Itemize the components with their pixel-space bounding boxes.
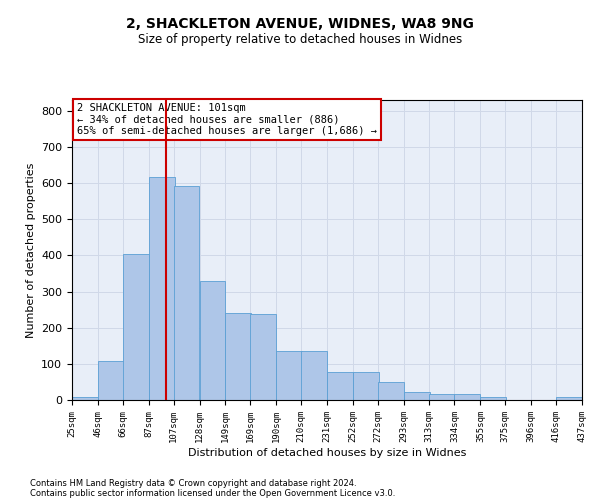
Text: 2, SHACKLETON AVENUE, WIDNES, WA8 9NG: 2, SHACKLETON AVENUE, WIDNES, WA8 9NG bbox=[126, 18, 474, 32]
X-axis label: Distribution of detached houses by size in Widnes: Distribution of detached houses by size … bbox=[188, 448, 466, 458]
Bar bbox=[149, 178, 175, 400]
Bar bbox=[455, 394, 481, 400]
Bar bbox=[481, 397, 506, 400]
Bar bbox=[353, 372, 379, 400]
Y-axis label: Number of detached properties: Number of detached properties bbox=[26, 162, 35, 338]
Bar bbox=[226, 314, 251, 400]
Bar bbox=[98, 362, 124, 400]
Text: Size of property relative to detached houses in Widnes: Size of property relative to detached ho… bbox=[138, 32, 462, 46]
Bar bbox=[378, 382, 404, 400]
Bar bbox=[428, 394, 455, 400]
Bar bbox=[250, 314, 276, 400]
Bar bbox=[327, 372, 353, 400]
Text: Contains public sector information licensed under the Open Government Licence v3: Contains public sector information licen… bbox=[30, 488, 395, 498]
Bar bbox=[404, 392, 430, 400]
Bar bbox=[199, 280, 226, 400]
Bar bbox=[173, 186, 199, 400]
Bar bbox=[301, 351, 327, 400]
Text: 2 SHACKLETON AVENUE: 101sqm
← 34% of detached houses are smaller (886)
65% of se: 2 SHACKLETON AVENUE: 101sqm ← 34% of det… bbox=[77, 103, 377, 136]
Bar bbox=[276, 351, 302, 400]
Bar bbox=[72, 397, 98, 400]
Bar bbox=[123, 254, 149, 400]
Text: Contains HM Land Registry data © Crown copyright and database right 2024.: Contains HM Land Registry data © Crown c… bbox=[30, 478, 356, 488]
Bar bbox=[556, 397, 582, 400]
